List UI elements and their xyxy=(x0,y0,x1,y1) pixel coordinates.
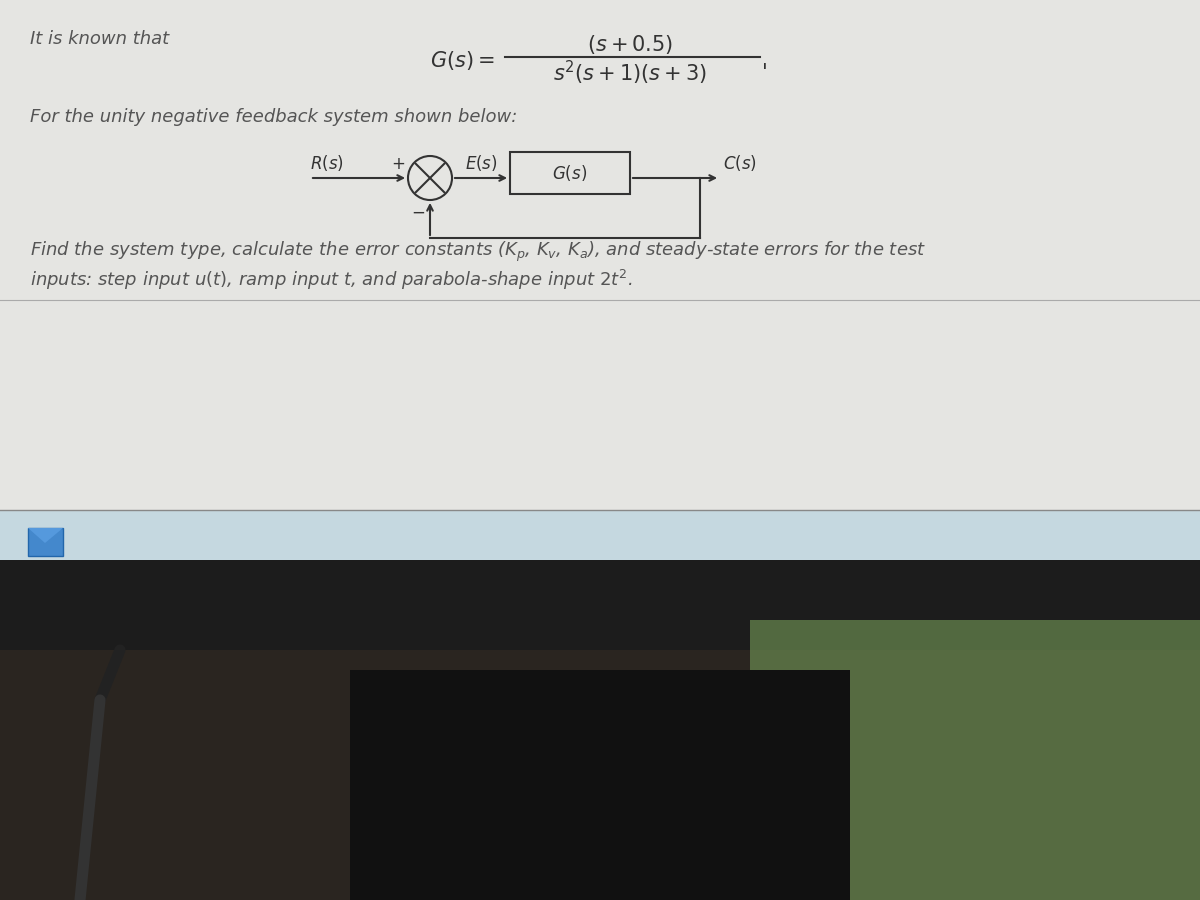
Text: Find the system type, calculate the error constants ($K_p$, $K_v$, $K_a$), and s: Find the system type, calculate the erro… xyxy=(30,240,926,265)
Text: $E(s)$: $E(s)$ xyxy=(464,153,497,173)
Bar xyxy=(750,620,1200,900)
Bar xyxy=(28,528,64,556)
Text: $G(s)$: $G(s)$ xyxy=(552,163,588,183)
Bar xyxy=(510,152,630,194)
Bar xyxy=(0,510,1200,560)
Text: For the unity negative feedback system shown below:: For the unity negative feedback system s… xyxy=(30,108,517,126)
Text: $s^2(s+1)(s+3)$: $s^2(s+1)(s+3)$ xyxy=(553,58,707,87)
Polygon shape xyxy=(28,528,64,543)
Bar xyxy=(0,560,1200,650)
Bar xyxy=(0,650,1200,900)
Bar xyxy=(350,670,850,900)
Text: $G(s) =$: $G(s) =$ xyxy=(430,49,494,71)
Text: inputs: step input $u(t)$, ramp input $t$, and parabola-shape input $2t^2$.: inputs: step input $u(t)$, ramp input $t… xyxy=(30,268,632,292)
Text: $-$: $-$ xyxy=(410,203,425,221)
Text: It is known that: It is known that xyxy=(30,30,169,48)
Text: $(s + 0.5)$: $(s + 0.5)$ xyxy=(587,33,673,57)
Text: $C(s)$: $C(s)$ xyxy=(722,153,757,173)
Text: $R(s)$: $R(s)$ xyxy=(310,153,343,173)
Bar xyxy=(0,0,1200,510)
Text: +: + xyxy=(391,155,406,173)
Text: ': ' xyxy=(762,63,768,83)
